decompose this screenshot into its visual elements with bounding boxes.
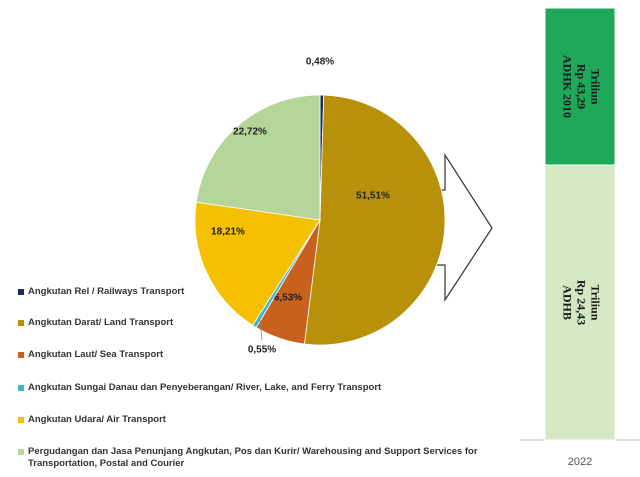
panel-segment [544, 164, 616, 441]
legend-item: Angkutan Rel / Railways Transport [18, 286, 508, 298]
legend-label: Angkutan Laut/ Sea Transport [28, 349, 164, 360]
legend-swatch [18, 352, 24, 358]
pie-slice [303, 94, 446, 346]
legend-swatch [18, 320, 24, 326]
panel-label: ADHB [560, 285, 574, 320]
data-label: 6,53% [274, 293, 302, 304]
legend-item: Angkutan Udara/ Air Transport [18, 414, 508, 426]
panel-label: Triliun [588, 285, 602, 321]
legend-swatch [18, 289, 24, 295]
panel-label: Rp 24,43 [574, 280, 588, 325]
legend-swatch [18, 385, 24, 391]
legend-label: Angkutan Sungai Danau dan Penyeberangan/… [28, 382, 382, 393]
legend-swatch [18, 417, 24, 423]
legend-label: Pergudangan dan Jasa Penunjang Angkutan,… [28, 446, 478, 469]
legend-item: Angkutan Sungai Danau dan Penyeberangan/… [18, 382, 508, 394]
legend-item: Angkutan Laut/ Sea Transport [18, 349, 508, 361]
legend-item: Angkutan Darat/ Land Transport [18, 317, 508, 329]
legend-label: Angkutan Darat/ Land Transport [28, 317, 174, 328]
legend-item: Pergudangan dan Jasa Penunjang Angkutan,… [18, 446, 508, 470]
panel-label: Triliun [588, 69, 602, 105]
x-tick-label: 2022 [568, 456, 592, 468]
panel-label: ADHK 2010 [560, 55, 574, 118]
data-label: 0,48% [306, 57, 334, 68]
panel-label: Rp 43,29 [574, 64, 588, 109]
pie-slice [194, 201, 321, 326]
legend-label: Angkutan Udara/ Air Transport [28, 414, 166, 425]
pie-slice [195, 94, 321, 221]
data-label: 51,51% [356, 191, 390, 202]
panel-segment [544, 7, 616, 166]
legend-swatch [18, 449, 24, 455]
panel-text: ADHK 2010 Rp 43,29 Triliun [560, 55, 602, 118]
panel-text: ADHB Rp 24,43 Triliun [560, 280, 602, 325]
legend-label: Angkutan Rel / Railways Transport [28, 286, 185, 297]
data-label: 0,55% [248, 345, 276, 356]
data-label: 22,72% [233, 127, 267, 138]
data-label: 18,21% [211, 227, 245, 238]
